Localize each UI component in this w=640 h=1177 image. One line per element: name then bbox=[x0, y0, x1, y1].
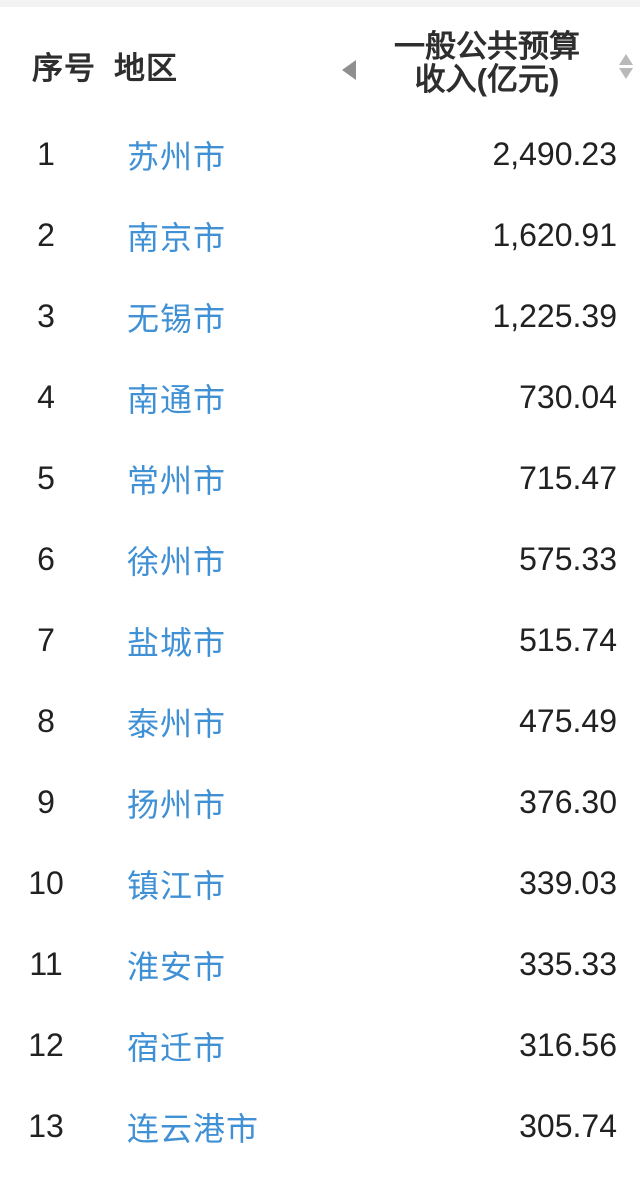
row-index-cell: 10 bbox=[28, 865, 64, 901]
revenue-cell: 575.33 bbox=[519, 541, 617, 577]
table-row[interactable]: 8 泰州市 475.49 bbox=[0, 681, 640, 762]
region-link[interactable]: 无锡市 bbox=[127, 300, 227, 337]
table-header: 序号 地区 一般公共预算 收入(亿元) bbox=[0, 7, 640, 114]
table-row[interactable]: 11 淮安市 335.33 bbox=[0, 924, 640, 1005]
revenue-cell: 1,620.91 bbox=[492, 217, 617, 253]
region-link[interactable]: 连云港市 bbox=[127, 1110, 260, 1147]
column-header-region[interactable]: 地区 bbox=[114, 51, 178, 86]
revenue-cell: 339.03 bbox=[519, 865, 617, 901]
revenue-cell: 376.30 bbox=[519, 784, 617, 820]
row-index-cell: 12 bbox=[28, 1027, 64, 1063]
row-index-cell: 6 bbox=[37, 541, 55, 577]
sort-indicator[interactable] bbox=[618, 51, 634, 81]
column-header-revenue-line1: 一般公共预算 bbox=[394, 29, 580, 64]
revenue-cell: 335.33 bbox=[519, 946, 617, 982]
row-index-cell: 2 bbox=[37, 217, 55, 253]
revenue-cell: 475.49 bbox=[519, 703, 617, 739]
table-row[interactable]: 6 徐州市 575.33 bbox=[0, 519, 640, 600]
table-row[interactable]: 4 南通市 730.04 bbox=[0, 357, 640, 438]
row-index-cell: 8 bbox=[37, 703, 55, 739]
row-index-cell: 13 bbox=[28, 1108, 64, 1144]
table-row[interactable]: 10 镇江市 339.03 bbox=[0, 843, 640, 924]
column-header-revenue-line2: 收入(亿元) bbox=[414, 62, 560, 97]
revenue-cell: 305.74 bbox=[519, 1108, 617, 1144]
region-link[interactable]: 淮安市 bbox=[127, 948, 227, 985]
revenue-cell: 2,490.23 bbox=[492, 136, 617, 172]
row-index-cell: 3 bbox=[37, 298, 55, 334]
region-link[interactable]: 盐城市 bbox=[127, 624, 227, 661]
table-row[interactable]: 3 无锡市 1,225.39 bbox=[0, 276, 640, 357]
sort-up-icon bbox=[619, 53, 633, 65]
region-link[interactable]: 徐州市 bbox=[127, 543, 227, 580]
revenue-cell: 316.56 bbox=[519, 1027, 617, 1063]
left-triangle-icon bbox=[342, 60, 356, 80]
table-row[interactable]: 9 扬州市 376.30 bbox=[0, 762, 640, 843]
row-index-cell: 4 bbox=[37, 379, 55, 415]
revenue-cell: 730.04 bbox=[519, 379, 617, 415]
region-link[interactable]: 南通市 bbox=[127, 381, 227, 418]
revenue-cell: 715.47 bbox=[519, 460, 617, 496]
table-row[interactable]: 12 宿迁市 316.56 bbox=[0, 1005, 640, 1086]
region-link[interactable]: 泰州市 bbox=[127, 705, 227, 742]
top-strip bbox=[0, 0, 640, 7]
row-index-cell: 1 bbox=[37, 136, 55, 172]
freeze-column-handle[interactable] bbox=[338, 57, 360, 83]
revenue-cell: 1,225.39 bbox=[492, 298, 617, 334]
column-header-index[interactable]: 序号 bbox=[32, 51, 96, 86]
region-link[interactable]: 苏州市 bbox=[127, 138, 227, 175]
row-index-cell: 9 bbox=[37, 784, 55, 820]
region-link[interactable]: 宿迁市 bbox=[127, 1029, 227, 1066]
table-row[interactable]: 13 连云港市 305.74 bbox=[0, 1086, 640, 1167]
table-row[interactable]: 2 南京市 1,620.91 bbox=[0, 195, 640, 276]
table-body: 1 苏州市 2,490.23 2 南京市 1,620.91 3 无锡市 1,22… bbox=[0, 114, 640, 1167]
row-index-cell: 5 bbox=[37, 460, 55, 496]
table-row[interactable]: 7 盐城市 515.74 bbox=[0, 600, 640, 681]
row-index-cell: 7 bbox=[37, 622, 55, 658]
table-row[interactable]: 5 常州市 715.47 bbox=[0, 438, 640, 519]
region-link[interactable]: 镇江市 bbox=[127, 867, 227, 904]
table-row[interactable]: 1 苏州市 2,490.23 bbox=[0, 114, 640, 195]
region-link[interactable]: 常州市 bbox=[127, 462, 227, 499]
column-header-revenue[interactable]: 一般公共预算 收入(亿元) bbox=[362, 30, 612, 96]
region-link[interactable]: 扬州市 bbox=[127, 786, 227, 823]
revenue-cell: 515.74 bbox=[519, 622, 617, 658]
sort-down-icon bbox=[619, 67, 633, 79]
region-link[interactable]: 南京市 bbox=[127, 219, 227, 256]
row-index-cell: 11 bbox=[29, 946, 63, 982]
